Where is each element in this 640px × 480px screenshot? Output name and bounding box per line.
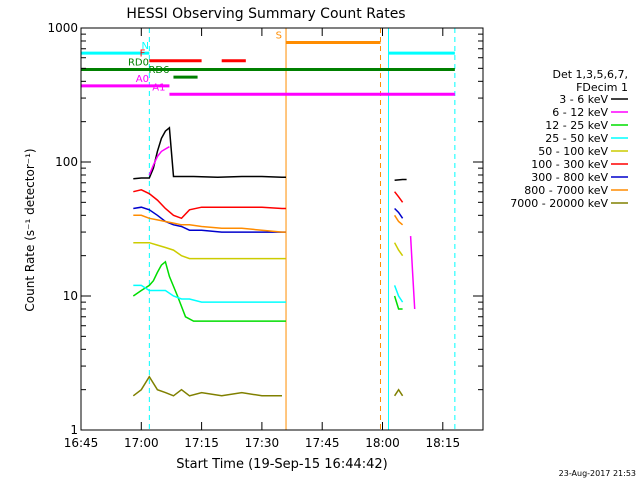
flag-label-a1: A1	[152, 82, 165, 93]
legend-entry-label-6: 300 - 800 keV	[531, 171, 608, 184]
series-5-segment-1	[394, 191, 404, 203]
y-tick-label-2: 100	[55, 155, 78, 169]
series-4-segment-0	[133, 241, 286, 260]
series-7-segment-0	[133, 214, 286, 233]
series-3-segment-0	[133, 284, 286, 303]
series-0-segment-1	[394, 178, 407, 182]
legend-entry-label-5: 100 - 300 keV	[531, 158, 608, 171]
x-tick-label-3: 17:30	[245, 436, 280, 450]
x-tick-label-0: 16:45	[64, 436, 99, 450]
legend-entry-label-4: 50 - 100 keV	[538, 145, 608, 158]
flag-label-n: N	[142, 41, 149, 52]
series-8-segment-0	[132, 375, 282, 397]
x-tick-label-6: 18:15	[426, 436, 461, 450]
legend-header-1: FDecim 1	[576, 81, 628, 94]
y-tick-label-1: 10	[63, 289, 78, 303]
x-tick-label-4: 17:45	[305, 436, 340, 450]
series-6-segment-0	[133, 206, 286, 233]
y-tick-label-0: 1	[70, 423, 78, 437]
series-6-segment-1	[394, 207, 404, 219]
series-4-segment-1	[393, 242, 404, 257]
x-tick-label-1: 17:00	[124, 436, 159, 450]
y-tick-label-3: 1000	[47, 21, 78, 35]
flag-label-rd6: RD6	[148, 65, 169, 76]
series-1-segment-1	[409, 236, 416, 310]
series-1-segment-0	[148, 146, 170, 176]
series-2-segment-0	[132, 260, 286, 322]
series-0-segment-0	[133, 126, 286, 180]
legend-entry-label-1: 6 - 12 keV	[552, 106, 608, 119]
x-axis-label: Start Time (19-Sep-15 16:44:42)	[176, 457, 387, 472]
chart-title: HESSI Observing Summary Count Rates	[126, 6, 405, 22]
series-2-segment-1	[393, 295, 403, 310]
legend-entry-label-3: 25 - 50 keV	[545, 132, 608, 145]
legend-entry-label-0: 3 - 6 keV	[559, 93, 608, 106]
flag-label-f: F	[140, 49, 146, 60]
timestamp: 23-Aug-2017 21:53	[559, 469, 636, 478]
legend-entry-label-8: 7000 - 20000 keV	[510, 197, 608, 210]
series-8-segment-1	[393, 388, 404, 397]
x-tick-label-2: 17:15	[184, 436, 219, 450]
legend-entry-label-7: 800 - 7000 keV	[524, 184, 608, 197]
legend-entry-label-2: 12 - 25 keV	[545, 119, 608, 132]
legend-header-0: Det 1,3,5,6,7,	[552, 68, 628, 81]
flag-label-s: S	[276, 30, 282, 41]
plot-frame	[80, 27, 484, 431]
x-tick-label-5: 18:00	[365, 436, 400, 450]
y-axis-label: Count Rate (s⁻¹ detector⁻¹)	[23, 148, 37, 311]
flag-label-a0: A0	[136, 74, 149, 85]
series-7-segment-1	[393, 214, 404, 226]
flag-label-rd0: RD0	[128, 58, 149, 69]
series-3-segment-1	[393, 285, 404, 303]
series-5-segment-0	[133, 189, 286, 220]
